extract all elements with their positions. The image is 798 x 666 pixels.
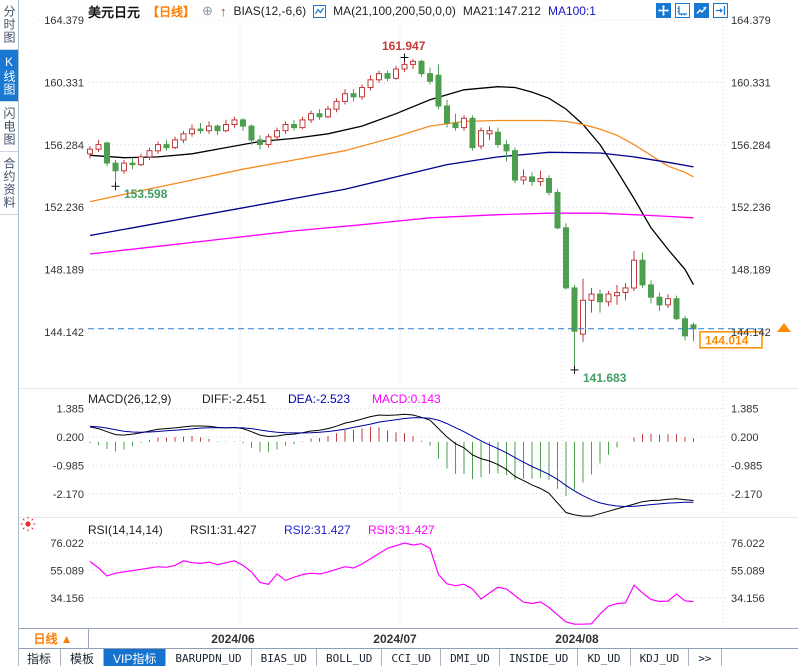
chart-header: 美元日元 【日线】 ⊕ ↑ BIAS(12,-6,6) MA(21,100,20… (88, 2, 596, 20)
axis-tick-label: 1.385 (731, 404, 759, 416)
macd-hist-value: MACD:0.143 (372, 392, 441, 406)
mini-chart-icon[interactable] (313, 4, 327, 18)
tab-vip-indicator[interactable]: VIP指标 (104, 649, 167, 666)
sidebar-item-time-share-chart[interactable]: 分时图 (0, 0, 18, 50)
symbol-name: 美元日元 (88, 4, 141, 20)
x-axis-label: 2024/07 (373, 631, 417, 646)
macd-params-label: MACD(26,12,9) (88, 392, 171, 406)
indicator-tabs-bar: 指标 模板 VIP指标 BARUPDN_UD BIAS_UD BOLL_UD CCI_UD D… (18, 648, 798, 666)
tab-bias-ud[interactable]: BIAS_UD (252, 649, 317, 666)
axis-tick-label: 160.331 (44, 77, 84, 89)
tab-dmi-ud[interactable]: DMI_UD (441, 649, 500, 666)
tab-template[interactable]: 模板 (61, 649, 105, 666)
axis-tick-label: 156.284 (44, 140, 84, 152)
axes-zoom-icon[interactable] (675, 3, 690, 18)
pan-right-icon[interactable] (713, 3, 728, 18)
period-selector[interactable]: 日线 ▲ (18, 629, 89, 648)
axis-tick-label: 34.156 (731, 593, 765, 605)
axis-tick-label: -0.985 (53, 460, 84, 472)
red-up-arrow-icon[interactable]: ↑ (219, 3, 227, 19)
early-low-annotation: 153.598 (124, 187, 168, 201)
axis-tick-label: 152.236 (44, 202, 84, 214)
tab-kd-ud[interactable]: KD_UD (578, 649, 631, 666)
axis-tick-label: 76.022 (731, 538, 765, 550)
axis-tick-label: 160.331 (731, 77, 771, 89)
axis-tick-label: -2.170 (53, 489, 84, 501)
tab-inside-ud[interactable]: INSIDE_UD (500, 649, 579, 666)
axis-tick-label: 156.284 (731, 140, 771, 152)
candles-layer (87, 57, 697, 370)
period-tag: 【日线】 (147, 4, 196, 19)
x-axis-strip: 日线 ▲ 2024/06 2024/07 2024/08 (18, 628, 798, 649)
last-price-label: 144.014 (705, 333, 749, 347)
rsi2-value: RSI2:31.427 (284, 523, 351, 537)
rsi-layer (89, 542, 694, 625)
axis-ticks-layer: 164.379 164.379 160.331 160.331 156.284 156.2… (44, 15, 771, 605)
ma21-value: MA21:147.212 (462, 4, 541, 18)
rsi-params-label: RSI(14,14,14) (88, 523, 163, 537)
ma100-value: MA100:1 (547, 4, 596, 18)
move-icon[interactable] (656, 3, 671, 18)
chart-canvas[interactable]: 144.014 164.379 164.379 160.331 160.331 156.… (0, 0, 798, 628)
up-triangle-icon: ▲ (60, 631, 73, 646)
macd-diff-value: DIFF:-2.451 (202, 392, 266, 406)
auto-scale-icon[interactable] (694, 3, 709, 18)
axis-tick-label: 152.236 (731, 202, 771, 214)
axis-tick-label: 144.142 (44, 327, 84, 339)
low-price-annotation: 141.683 (583, 371, 627, 385)
axis-tick-label: 0.200 (56, 432, 84, 444)
axis-tick-label: 144.142 (731, 327, 771, 339)
axis-tick-label: 55.089 (50, 566, 84, 578)
grid-layer (18, 19, 798, 626)
tab-boll-ud[interactable]: BOLL_UD (317, 649, 383, 666)
axis-tick-label: 164.379 (44, 15, 84, 27)
high-price-annotation: 161.947 (382, 39, 426, 53)
sidebar-item-lightning-chart[interactable]: 闪电图 (0, 102, 18, 152)
tab-cci-ud[interactable]: CCI_UD (382, 649, 442, 666)
axis-tick-label: 148.189 (44, 265, 84, 277)
axis-tick-label: 76.022 (50, 538, 84, 550)
price-marker-layer: 144.014 (88, 323, 791, 349)
annotations-layer (111, 53, 579, 374)
rsi1-value: RSI1:31.427 (190, 523, 257, 537)
sidebar-item-kline-chart[interactable]: K线图 (0, 50, 18, 102)
axis-tick-label: -0.985 (731, 460, 762, 472)
tab-more[interactable]: >> (689, 649, 722, 666)
sidebar-item-contract-info[interactable]: 合约资料 (0, 152, 18, 215)
tab-kdj-ud[interactable]: KDJ_UD (631, 649, 690, 666)
x-axis-label: 2024/08 (555, 631, 599, 646)
axis-tick-label: 164.379 (731, 15, 771, 27)
left-sidebar: 分时图 K线图 闪电图 合约资料 (0, 0, 19, 666)
axis-tick-label: -2.170 (731, 489, 762, 501)
axis-tick-label: 1.385 (56, 404, 84, 416)
sun-icon (20, 516, 36, 532)
tab-indicator[interactable]: 指标 (18, 649, 62, 666)
axis-tick-label: 0.200 (731, 432, 759, 444)
axis-tick-label: 148.189 (731, 265, 771, 277)
chart-toolbar (656, 3, 728, 18)
axis-tick-label: 55.089 (731, 566, 765, 578)
x-axis-label: 2024/06 (211, 631, 255, 646)
period-selector-label: 日线 (33, 632, 58, 646)
rsi3-value: RSI3:31.427 (368, 523, 435, 537)
axis-tick-label: 34.156 (50, 593, 84, 605)
ma-indicator-label[interactable]: MA(21,100,200,50,0,0) (333, 4, 456, 18)
circle-plus-icon[interactable]: ⊕ (202, 3, 213, 18)
macd-layer (89, 413, 694, 517)
bias-indicator-label[interactable]: BIAS(12,-6,6) (233, 4, 307, 18)
tab-barupdn-ud[interactable]: BARUPDN_UD (166, 649, 252, 666)
ma-lines-layer (89, 86, 695, 286)
macd-dea-value: DEA:-2.523 (288, 392, 350, 406)
